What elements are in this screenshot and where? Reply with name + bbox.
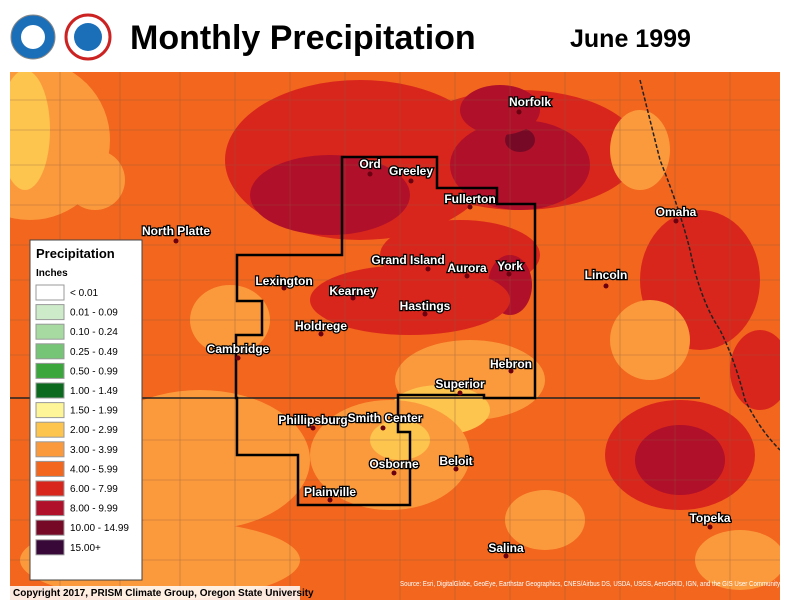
copyright-bg bbox=[10, 586, 300, 600]
legend-swatch bbox=[35, 500, 65, 517]
city-label: Topeka bbox=[689, 511, 730, 525]
legend-swatch bbox=[35, 539, 65, 556]
precip-map: Norfolk Ord Greeley Fullerton Omaha North Pla… bbox=[10, 72, 780, 600]
city-dot bbox=[281, 285, 287, 291]
city-dot bbox=[425, 266, 431, 272]
legend-swatch bbox=[35, 441, 65, 458]
legend-label: < 0.01 bbox=[70, 288, 99, 299]
noaa-logo-inner bbox=[21, 25, 45, 49]
city-label: Lincoln bbox=[585, 268, 628, 282]
region-boundary bbox=[234, 155, 537, 507]
city-dot bbox=[422, 311, 428, 317]
city-dot bbox=[506, 271, 512, 277]
city-label: Aurora bbox=[447, 261, 487, 275]
legend-swatch bbox=[35, 460, 65, 477]
city-label: Phillipsburg bbox=[278, 413, 347, 427]
city-dot bbox=[350, 295, 356, 301]
nws-logo-inner bbox=[74, 23, 102, 51]
legend-label: 0.25 - 0.49 bbox=[70, 347, 118, 358]
cities: Norfolk Ord Greeley Fullerton Omaha North Pla… bbox=[141, 94, 732, 559]
city-dot bbox=[603, 283, 609, 289]
legend-swatch bbox=[35, 343, 65, 360]
legend-title: Precipitation bbox=[36, 246, 115, 261]
city-label: Beloit bbox=[439, 454, 472, 468]
legend-swatch bbox=[35, 304, 65, 321]
city-label: Norfolk bbox=[509, 95, 551, 109]
city-label: North Platte bbox=[142, 224, 210, 238]
city-label: Fullerton bbox=[444, 192, 495, 206]
legend-label: 1.50 - 1.99 bbox=[70, 406, 118, 417]
city-dot bbox=[318, 331, 324, 337]
city-dot bbox=[408, 178, 414, 184]
city-label: Kearney bbox=[329, 284, 377, 298]
legend-swatch bbox=[35, 421, 65, 438]
city-dot bbox=[327, 497, 333, 503]
legend-label: 10.00 - 14.99 bbox=[70, 523, 129, 534]
city-label: Holdrege bbox=[295, 319, 347, 333]
city-label: Smith Center bbox=[348, 411, 423, 425]
city-dot bbox=[464, 273, 470, 279]
legend-label: 15.00+ bbox=[70, 543, 101, 554]
source: Source: Esri, DigitalGlobe, GeoEye, Eart… bbox=[400, 581, 780, 588]
city-dot bbox=[516, 109, 522, 115]
city-label: Hebron bbox=[490, 357, 532, 371]
legend-swatch bbox=[35, 382, 65, 399]
county-lines bbox=[10, 72, 780, 600]
legend-label: 4.00 - 5.99 bbox=[70, 464, 118, 475]
city-dot bbox=[707, 524, 713, 530]
city-label: Lexington bbox=[255, 274, 312, 288]
city-label: York bbox=[497, 259, 523, 273]
city-dot bbox=[508, 368, 514, 374]
city-dot bbox=[173, 238, 179, 244]
city-dot bbox=[457, 390, 463, 396]
title: Monthly Precipitation bbox=[130, 19, 476, 57]
legend-swatch bbox=[35, 480, 65, 497]
legend-swatch bbox=[35, 402, 65, 419]
legend-unit: Inches bbox=[36, 268, 68, 279]
legend-swatch bbox=[35, 323, 65, 340]
legend-label: 0.10 - 0.24 bbox=[70, 327, 118, 338]
city-label: Salina bbox=[488, 541, 524, 555]
city-dot bbox=[380, 425, 386, 431]
city-dot bbox=[391, 470, 397, 476]
legend-swatch bbox=[35, 519, 65, 536]
legend-label: 1.00 - 1.49 bbox=[70, 386, 118, 397]
city-dot bbox=[453, 466, 459, 472]
legend-swatch bbox=[35, 362, 65, 379]
legend-label: 6.00 - 7.99 bbox=[70, 484, 118, 495]
legend: Precipitation Inches < 0.01 0.01 - 0.09 0.… bbox=[29, 239, 143, 581]
legend-swatch bbox=[35, 284, 65, 301]
city-label: Plainville bbox=[304, 485, 356, 499]
river bbox=[639, 79, 780, 451]
city-label: Superior bbox=[435, 377, 485, 391]
city-label: Ord bbox=[359, 157, 380, 171]
legend-label: 2.00 - 2.99 bbox=[70, 425, 118, 436]
date: June 1999 bbox=[570, 25, 691, 53]
city-label: Grand Island bbox=[371, 253, 444, 267]
city-dot bbox=[673, 218, 679, 224]
city-label: Omaha bbox=[656, 205, 697, 219]
city-dot bbox=[467, 204, 473, 210]
city-dot bbox=[235, 355, 241, 361]
legend-label: 8.00 - 9.99 bbox=[70, 504, 118, 515]
city-label: Osborne bbox=[369, 457, 419, 471]
city-dot bbox=[310, 425, 316, 431]
copyright: Copyright 2017, PRISM Climate Group, Ore… bbox=[13, 588, 314, 599]
legend-label: 0.50 - 0.99 bbox=[70, 366, 118, 377]
city-label: Cambridge bbox=[207, 342, 270, 356]
city-dot bbox=[367, 171, 373, 177]
city-label: Hastings bbox=[400, 299, 451, 313]
legend-label: 3.00 - 3.99 bbox=[70, 445, 118, 456]
legend-label: 0.01 - 0.09 bbox=[70, 308, 118, 319]
city-dot bbox=[503, 553, 509, 559]
city-label: Greeley bbox=[389, 164, 433, 178]
